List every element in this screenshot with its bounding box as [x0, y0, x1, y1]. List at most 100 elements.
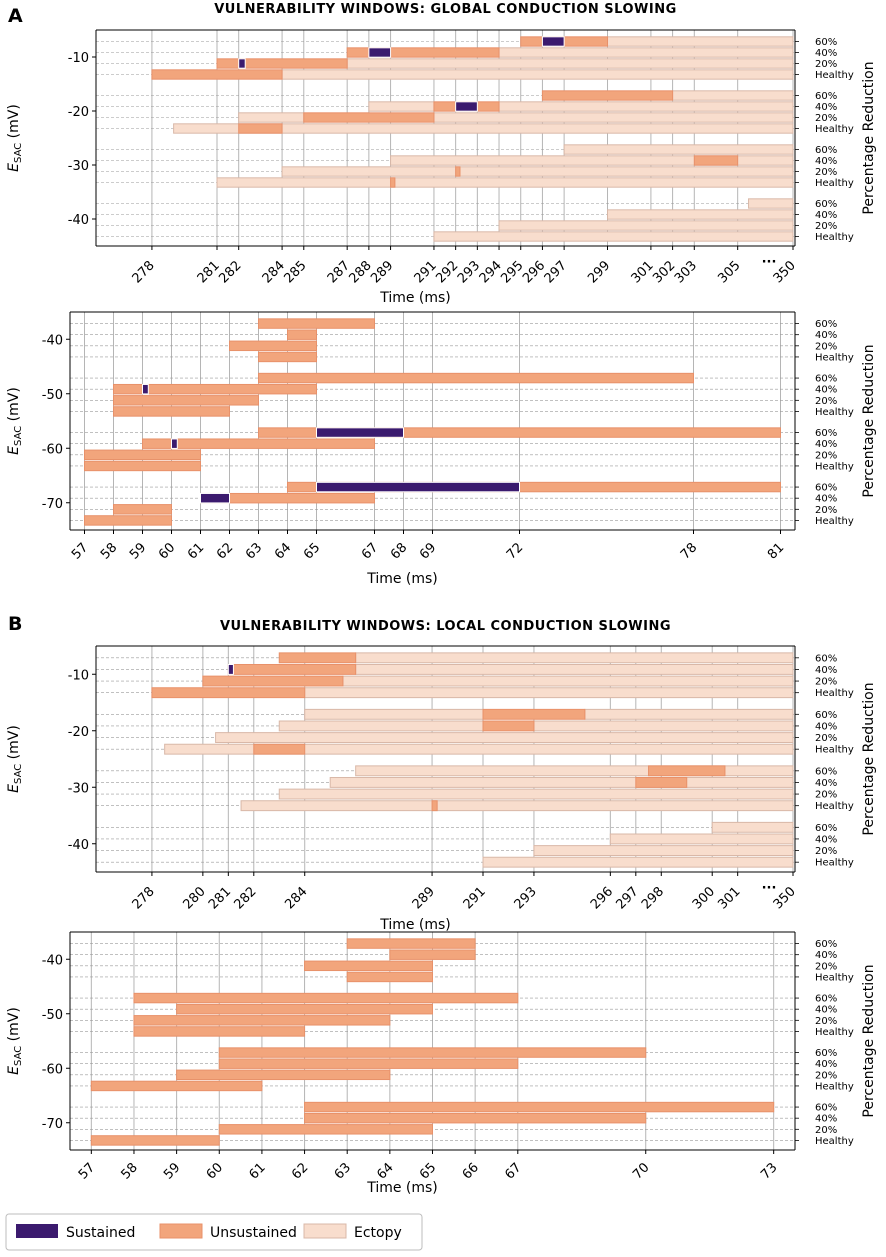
- row-level-label: 20%: [815, 790, 837, 801]
- chart-title: VULNERABILITY WINDOWS: LOCAL CONDUCTION …: [220, 619, 671, 634]
- row-level-label: Healthy: [815, 352, 854, 363]
- legend-label-unsustained: Unsustained: [210, 1225, 297, 1241]
- bar-ectopy: [672, 90, 794, 101]
- legend-swatch-sustained: [16, 1224, 58, 1238]
- bar-unsustained: [303, 112, 435, 123]
- bar-ectopy: [215, 732, 794, 744]
- right-axis-title: Percentage Reduction: [861, 344, 877, 497]
- axis-break-marker: ···: [762, 255, 777, 270]
- bar-unsustained: [431, 800, 438, 812]
- bar-sustained: [316, 481, 520, 493]
- x-tick-label: 282: [216, 258, 244, 286]
- bar-ectopy: [584, 708, 794, 720]
- row-level-label: Healthy: [815, 124, 854, 135]
- y-tick-label: -20: [68, 105, 89, 120]
- row-level-label: 40%: [815, 48, 837, 59]
- x-tick-label: 281: [206, 884, 234, 912]
- row-level-label: 60%: [815, 1103, 837, 1114]
- bar-unsustained: [304, 960, 434, 972]
- bar-unsustained: [648, 765, 726, 777]
- bar-unsustained: [304, 1101, 775, 1113]
- bar-unsustained: [113, 383, 317, 395]
- row-level-label: 20%: [815, 961, 837, 972]
- x-tick-label: 67: [359, 540, 381, 562]
- row-level-label: 60%: [815, 145, 837, 156]
- bar-unsustained: [90, 1080, 263, 1092]
- bar-unsustained: [390, 177, 396, 188]
- x-tick-label: 61: [185, 540, 207, 562]
- bar-unsustained: [541, 90, 674, 101]
- bar-unsustained: [218, 1058, 519, 1069]
- bar-unsustained: [133, 992, 519, 1004]
- row-level-label: 20%: [815, 1125, 837, 1136]
- row-level-label: 20%: [815, 505, 837, 516]
- chart-local-short-times: -40-50-60-7060%40%20%Healthy60%40%20%Hea…: [6, 931, 877, 1196]
- bar-ectopy: [216, 177, 794, 188]
- y-axis-title: ESAC (mV): [6, 1007, 24, 1075]
- axis-break-marker: ···: [762, 881, 777, 896]
- bar-unsustained: [142, 438, 375, 449]
- bar-ectopy: [533, 845, 794, 857]
- bar-ectopy: [278, 788, 794, 800]
- x-tick-label: 58: [98, 540, 120, 562]
- x-tick-label: 289: [368, 258, 396, 286]
- bar-unsustained: [151, 687, 306, 699]
- bar-ectopy: [355, 765, 794, 777]
- y-axis-title: ESAC (mV): [6, 104, 24, 172]
- x-axis-title: Time (ms): [379, 917, 451, 933]
- legend-label-ectopy: Ectopy: [354, 1225, 402, 1241]
- bar-unsustained: [287, 481, 781, 493]
- bar-sustained: [238, 58, 246, 69]
- y-tick-label: -50: [42, 388, 63, 403]
- bar-ectopy: [433, 112, 794, 123]
- bar-ectopy: [607, 209, 794, 220]
- bar-unsustained: [346, 47, 500, 58]
- row-level-label: 40%: [815, 950, 837, 961]
- bar-ectopy: [433, 231, 794, 242]
- chart-local-long-times: VULNERABILITY WINDOWS: LOCAL CONDUCTION …: [6, 619, 877, 933]
- row-level-label: Healthy: [815, 70, 854, 81]
- y-tick-label: -40: [68, 213, 89, 228]
- x-tick-label: 60: [156, 540, 178, 562]
- x-tick-label: 68: [388, 540, 410, 562]
- row-level-label: 60%: [815, 939, 837, 950]
- bar-ectopy: [533, 720, 794, 732]
- bar-ectopy: [498, 47, 794, 58]
- row-level-label: 40%: [815, 210, 837, 221]
- chart-global-short-times: -40-50-60-7060%40%20%Healthy60%40%20%Hea…: [6, 311, 877, 587]
- bar-ectopy: [281, 69, 794, 80]
- row-level-label: 20%: [815, 396, 837, 407]
- bar-unsustained: [635, 776, 688, 788]
- row-level-label: Healthy: [815, 858, 854, 869]
- row-level-label: 20%: [815, 113, 837, 124]
- y-axis-title: ESAC (mV): [6, 387, 24, 455]
- y-tick-label: -10: [68, 668, 89, 683]
- chart-global-long-times: VULNERABILITY WINDOWS: GLOBAL CONDUCTION…: [6, 2, 877, 306]
- bar-unsustained: [693, 155, 739, 166]
- x-tick-label: 301: [715, 884, 743, 912]
- row-level-label: 40%: [815, 102, 837, 113]
- x-tick-label: 278: [130, 884, 158, 912]
- row-level-label: 20%: [815, 1070, 837, 1081]
- row-level-label: 60%: [815, 199, 837, 210]
- bar-ectopy: [342, 675, 794, 687]
- row-level-label: 20%: [815, 450, 837, 461]
- row-level-label: 40%: [815, 665, 837, 676]
- x-tick-label: 291: [461, 884, 489, 912]
- row-level-label: 20%: [815, 341, 837, 352]
- row-level-label: 60%: [815, 483, 837, 494]
- bar-unsustained: [258, 351, 317, 363]
- bar-ectopy: [173, 123, 794, 134]
- bar-unsustained: [258, 318, 375, 329]
- bar-unsustained: [278, 652, 357, 664]
- x-tick-label: 305: [715, 258, 743, 286]
- x-tick-label: 73: [758, 1160, 780, 1182]
- row-level-label: Healthy: [815, 516, 854, 527]
- x-tick-label: 57: [76, 1160, 98, 1182]
- bar-ectopy: [607, 36, 794, 47]
- x-tick-label: 66: [460, 1160, 482, 1182]
- bar-ectopy: [281, 166, 794, 177]
- row-level-label: 60%: [815, 428, 837, 439]
- y-tick-label: -40: [42, 333, 63, 348]
- y-tick-label: -70: [42, 1117, 63, 1132]
